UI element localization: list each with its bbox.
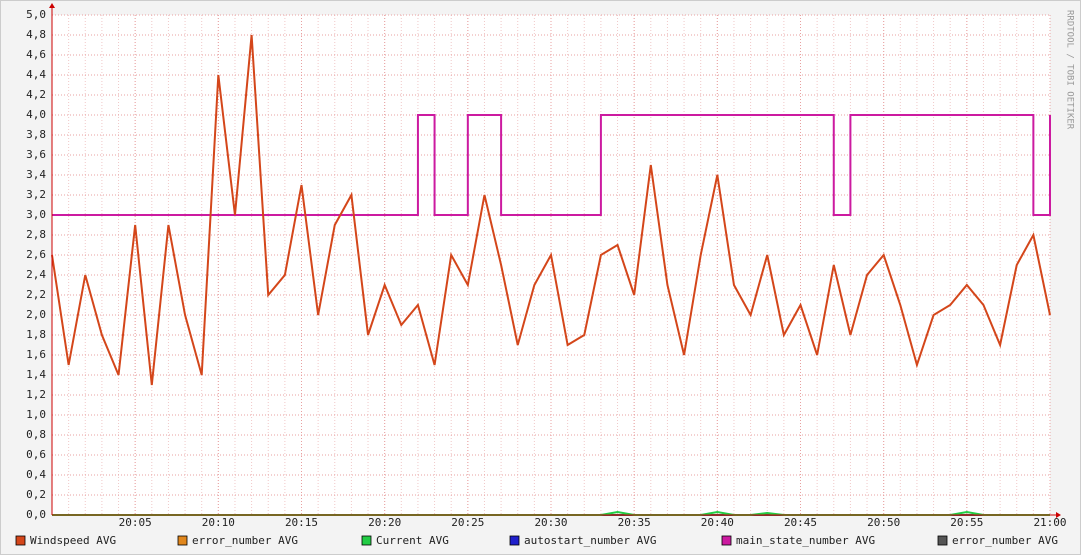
y-tick-label: 2,2 — [26, 288, 46, 301]
legend-swatch — [721, 535, 732, 546]
y-tick-label: 0,0 — [26, 508, 46, 521]
y-tick-label: 1,6 — [26, 348, 46, 361]
y-tick-label: 1,0 — [26, 408, 46, 421]
y-tick-label: 4,4 — [26, 68, 46, 81]
y-tick-label: 3,4 — [26, 168, 46, 181]
y-tick-label: 3,2 — [26, 188, 46, 201]
y-tick-label: 5,0 — [26, 8, 46, 21]
legend-label: main_state_number AVG — [736, 534, 875, 547]
legend-swatch — [15, 535, 26, 546]
legend-swatch — [509, 535, 520, 546]
y-tick-label: 0,2 — [26, 488, 46, 501]
series-line — [51, 34, 1051, 386]
x-tick-label: 21:00 — [1033, 516, 1066, 529]
y-tick-label: 3,8 — [26, 128, 46, 141]
x-tick-label: 20:50 — [867, 516, 900, 529]
x-tick-label: 20:15 — [285, 516, 318, 529]
y-tick-label: 2,0 — [26, 308, 46, 321]
x-tick-label: 20:10 — [202, 516, 235, 529]
x-tick-label: 20:30 — [534, 516, 567, 529]
labels: 0,0 0,2 0,4 0,6 0,8 1,0 1,2 1,4 1,6 1,8 2,0 2,2 2,4 2… — [15, 8, 1067, 547]
legend-label: Current AVG — [376, 534, 449, 547]
series-line — [52, 114, 1051, 216]
y-tick-label: 0,4 — [26, 468, 46, 481]
legend-swatch — [937, 535, 948, 546]
legend-label: error_number AVG — [192, 534, 298, 547]
watermark: RRDTOOL / TOBI OETIKER — [1065, 10, 1075, 130]
y-tick-label: 2,8 — [26, 228, 46, 241]
y-tick-label: 0,6 — [26, 448, 46, 461]
y-tick-label: 4,0 — [26, 108, 46, 121]
y-tick-label: 3,6 — [26, 148, 46, 161]
y-tick-label: 3,0 — [26, 208, 46, 221]
x-tick-label: 20:25 — [451, 516, 484, 529]
y-tick-label: 1,2 — [26, 388, 46, 401]
y-tick-label: 1,8 — [26, 328, 46, 341]
x-tick-label: 20:45 — [784, 516, 817, 529]
legend-swatch — [361, 535, 372, 546]
y-tick-label: 4,6 — [26, 48, 46, 61]
legend-label: autostart_number AVG — [524, 534, 656, 547]
y-tick-label: 1,4 — [26, 368, 46, 381]
x-tick-label: 20:20 — [368, 516, 401, 529]
y-tick-label: 2,4 — [26, 268, 46, 281]
x-tick-label: 20:55 — [950, 516, 983, 529]
y-tick-label: 4,2 — [26, 88, 46, 101]
legend-label: Windspeed AVG — [30, 534, 116, 547]
y-tick-label: 2,6 — [26, 248, 46, 261]
legend-swatch — [177, 535, 188, 546]
x-tick-label: 20:40 — [701, 516, 734, 529]
y-tick-label: 0,8 — [26, 428, 46, 441]
x-tick-label: 20:05 — [119, 516, 152, 529]
legend-label: error_number AVG — [952, 534, 1058, 547]
y-tick-label: 4,8 — [26, 28, 46, 41]
x-tick-label: 20:35 — [618, 516, 651, 529]
